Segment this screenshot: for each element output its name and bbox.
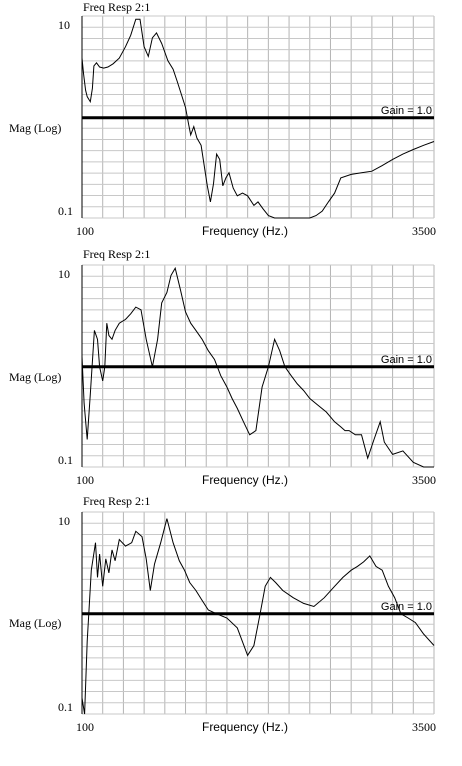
chart-title: Freq Resp 2:1 bbox=[83, 0, 150, 14]
x-tick-label-right: 3500 bbox=[412, 473, 436, 487]
chart-title: Freq Resp 2:1 bbox=[83, 247, 150, 261]
magnitude-curve bbox=[81, 18, 435, 219]
chart-panel-2: Gain = 1.0 Freq Resp 2:1 10 0.1 Mag (Log) 100… bbox=[9, 247, 436, 487]
magnitude-curve bbox=[81, 518, 435, 715]
y-tick-label-top: 10 bbox=[58, 514, 70, 528]
y-axis-label: Mag (Log) bbox=[9, 121, 61, 135]
y-axis-label: Mag (Log) bbox=[9, 370, 61, 384]
y-tick-label-top: 10 bbox=[58, 267, 70, 281]
chart-title: Freq Resp 2:1 bbox=[83, 494, 150, 508]
x-axis-label: Frequency (Hz.) bbox=[202, 473, 288, 487]
gain-label: Gain = 1.0 bbox=[381, 354, 432, 366]
x-tick-label-left: 100 bbox=[76, 720, 94, 734]
x-axis-label: Frequency (Hz.) bbox=[202, 720, 288, 734]
x-tick-label-left: 100 bbox=[76, 473, 94, 487]
gain-label: Gain = 1.0 bbox=[381, 105, 432, 117]
x-tick-label-left: 100 bbox=[76, 224, 94, 238]
x-tick-label-right: 3500 bbox=[412, 720, 436, 734]
y-tick-label-top: 10 bbox=[58, 18, 70, 32]
y-axis-label: Mag (Log) bbox=[9, 616, 61, 630]
chart-panel-1: Gain = 1.0 Freq Resp 2:1 10 0.1 Mag (Log) 100… bbox=[9, 0, 436, 238]
x-tick-label-right: 3500 bbox=[412, 224, 436, 238]
y-tick-label-bottom: 0.1 bbox=[58, 700, 73, 714]
x-axis-label: Frequency (Hz.) bbox=[202, 224, 288, 238]
magnitude-curve bbox=[81, 266, 434, 468]
gain-label: Gain = 1.0 bbox=[381, 601, 432, 613]
y-tick-label-bottom: 0.1 bbox=[58, 204, 73, 218]
chart-panel-3: Gain = 1.0 Freq Resp 2:1 10 0.1 Mag (Log) 100… bbox=[9, 494, 436, 734]
y-tick-label-bottom: 0.1 bbox=[58, 453, 73, 467]
